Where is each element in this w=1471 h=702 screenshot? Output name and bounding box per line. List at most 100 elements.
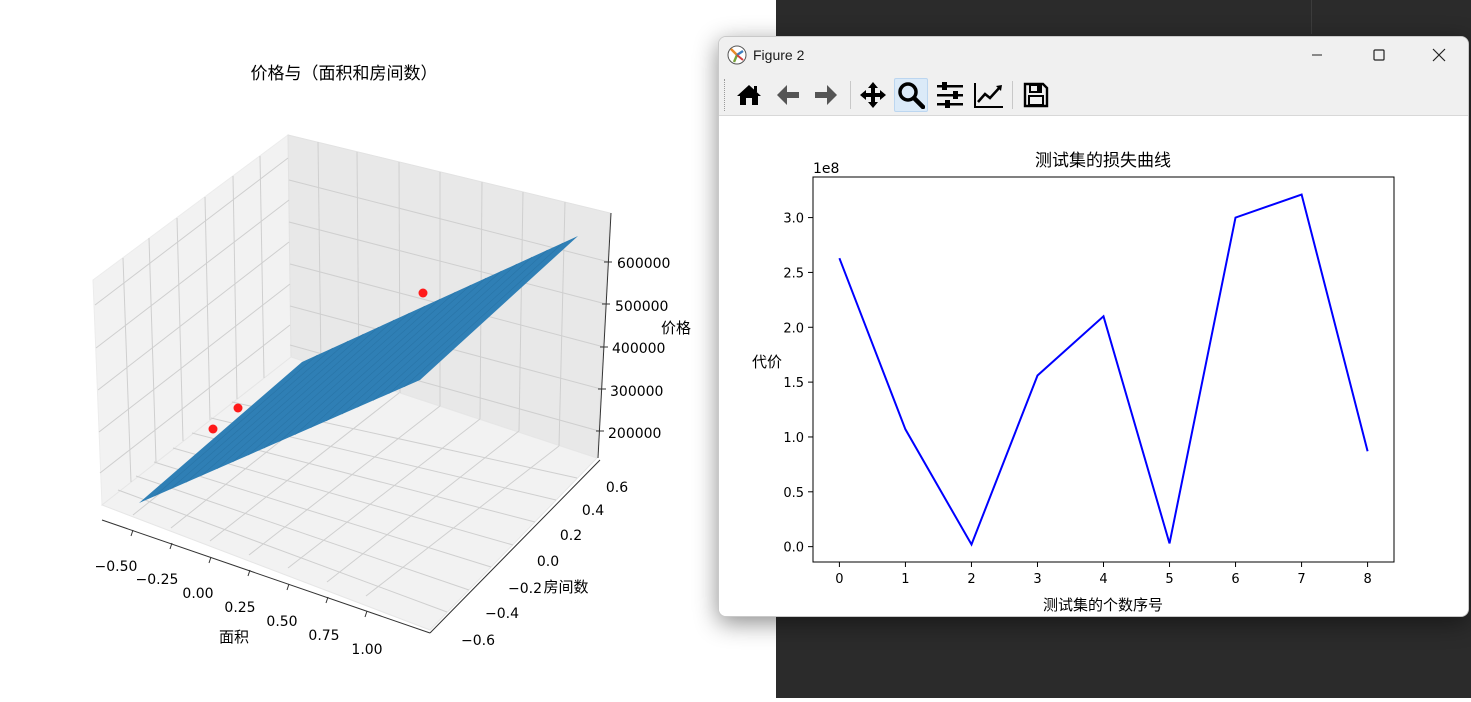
surface-mesh-line bbox=[310, 284, 471, 429]
surface-mesh-line bbox=[388, 249, 548, 394]
x-tick-label: 2 bbox=[967, 572, 975, 587]
configure-subplots-icon bbox=[937, 82, 963, 108]
z-tick-label: 200000 bbox=[608, 426, 661, 442]
back-button[interactable] bbox=[771, 78, 805, 112]
window-title: Figure 2 bbox=[753, 47, 805, 63]
y-tick-label: −0.6 bbox=[461, 633, 495, 649]
y-axis-label: 代价 bbox=[752, 353, 782, 371]
y-tick-labels: −0.6 −0.4 −0.2 0.0 0.2 0.4 0.6 bbox=[461, 480, 628, 649]
back-icon bbox=[777, 85, 799, 105]
pan-button[interactable] bbox=[856, 78, 890, 112]
surface-mesh-line bbox=[201, 333, 364, 476]
surface-mesh-line bbox=[372, 256, 533, 401]
plot-3d-title: 价格与（面积和房间数） bbox=[251, 64, 438, 84]
x-tick-label: 3 bbox=[1033, 572, 1041, 587]
figure-3d-plot: 价格与（面积和房间数） bbox=[92, 64, 692, 658]
window-titlebar[interactable]: Figure 2 bbox=[719, 37, 1468, 75]
x-tick-labels: −0.50 −0.25 0.00 0.25 0.50 0.75 1.00 bbox=[95, 559, 383, 658]
y-axis-line bbox=[429, 459, 601, 634]
x-tick-label: 4 bbox=[1099, 572, 1107, 587]
desktop-divider bbox=[1311, 0, 1312, 34]
surface-mesh-line bbox=[326, 277, 487, 422]
z-tick-marks bbox=[596, 261, 612, 432]
maximize-icon bbox=[1373, 49, 1385, 61]
y-tick-label: 2.0 bbox=[783, 321, 804, 336]
x-tick-label: −0.50 bbox=[95, 559, 138, 575]
x-tick-label: 1 bbox=[901, 572, 909, 587]
x-axis-label: 测试集的个数序号 bbox=[1043, 596, 1163, 614]
x-ticks: 0 1 2 3 4 5 6 7 8 bbox=[835, 562, 1372, 587]
maximize-button[interactable] bbox=[1356, 37, 1402, 73]
z-tick-label: 600000 bbox=[617, 256, 670, 272]
chart-title: 测试集的损失曲线 bbox=[1035, 151, 1171, 171]
figure-2-window: Figure 2 bbox=[718, 36, 1469, 617]
x-tick-label: 0.25 bbox=[224, 600, 255, 616]
surface-mesh-line bbox=[357, 263, 517, 408]
home-icon bbox=[737, 85, 761, 105]
grid-3d bbox=[94, 141, 610, 613]
scatter-point bbox=[233, 403, 243, 413]
toolbar-separator bbox=[850, 81, 851, 109]
x-tick-label: 8 bbox=[1363, 572, 1371, 587]
loss-chart: 测试集的损失曲线 1e8 0 1 2 3 4 5 6 7 8 0.0 0.5 1.0 1.5 2.0 2.… bbox=[752, 151, 1395, 614]
y-tick-label: 1.5 bbox=[783, 376, 804, 391]
plot-frame bbox=[812, 176, 1395, 563]
z-axis-line bbox=[597, 212, 612, 459]
y-axis-label: 房间数 bbox=[543, 578, 588, 596]
y-tick-label: 0.4 bbox=[582, 503, 604, 519]
toolbar-separator bbox=[1012, 81, 1013, 109]
z-tick-label: 300000 bbox=[610, 384, 663, 400]
y-tick-label: 0.2 bbox=[560, 528, 582, 544]
y-tick-label: −0.4 bbox=[485, 606, 519, 622]
forward-icon bbox=[815, 85, 837, 105]
y-tick-label: −0.2 bbox=[508, 581, 542, 597]
regression-surface bbox=[139, 236, 578, 503]
home-button[interactable] bbox=[732, 78, 766, 112]
x-axis-label: 面积 bbox=[219, 628, 249, 646]
surface-mesh-line bbox=[248, 312, 410, 456]
edit-axis-button[interactable] bbox=[972, 78, 1006, 112]
x-axis-line bbox=[101, 519, 431, 634]
y-tick-label: 0.5 bbox=[783, 486, 804, 501]
surface-mesh-line bbox=[404, 242, 563, 388]
x-tick-label: 1.00 bbox=[351, 642, 382, 658]
toolbar-grip[interactable] bbox=[724, 79, 727, 111]
save-button[interactable] bbox=[1019, 78, 1053, 112]
surface-mesh bbox=[154, 242, 563, 497]
edit-axis-icon bbox=[974, 83, 1003, 108]
y-offset-label: 1e8 bbox=[813, 161, 839, 177]
forward-button[interactable] bbox=[809, 78, 843, 112]
y-tick-label: 3.0 bbox=[783, 212, 804, 227]
navigation-toolbar bbox=[719, 75, 1468, 116]
surface-mesh-line bbox=[216, 326, 379, 470]
save-icon bbox=[1023, 82, 1049, 108]
x-tick-label: 0 bbox=[835, 572, 843, 587]
z-tick-label: 500000 bbox=[615, 299, 668, 315]
matplotlib-app-icon bbox=[727, 45, 747, 65]
scatter-point bbox=[208, 424, 218, 434]
scatter-point bbox=[418, 288, 428, 298]
x-tick-label: 7 bbox=[1297, 572, 1305, 587]
y-tick-label: 2.5 bbox=[783, 266, 804, 281]
zoom-button[interactable] bbox=[894, 78, 928, 112]
minimize-icon bbox=[1312, 54, 1322, 56]
z-tick-labels: 600000 500000 400000 300000 200000 bbox=[608, 256, 670, 442]
x-tick-label: 6 bbox=[1231, 572, 1239, 587]
y-tick-label: 1.0 bbox=[783, 431, 804, 446]
z-tick-label: 400000 bbox=[612, 341, 665, 357]
surface-mesh-line bbox=[263, 305, 425, 449]
close-button[interactable] bbox=[1416, 37, 1462, 73]
x-tick-label: −0.25 bbox=[136, 572, 179, 588]
y-tick-label: 0.6 bbox=[606, 480, 628, 496]
surface-mesh-line bbox=[294, 291, 456, 435]
close-icon bbox=[1432, 48, 1446, 62]
x-tick-marks bbox=[130, 529, 368, 618]
minimize-button[interactable] bbox=[1294, 37, 1340, 73]
surface-mesh-line bbox=[185, 340, 349, 483]
surface-mesh-line bbox=[154, 354, 318, 497]
x-tick-label: 5 bbox=[1165, 572, 1173, 587]
z-axis-label: 价格 bbox=[661, 319, 691, 337]
plot-3d-canvas: 价格与（面积和房间数） bbox=[92, 64, 691, 658]
surface-mesh-line bbox=[232, 319, 395, 463]
configure-subplots-button[interactable] bbox=[933, 78, 967, 112]
